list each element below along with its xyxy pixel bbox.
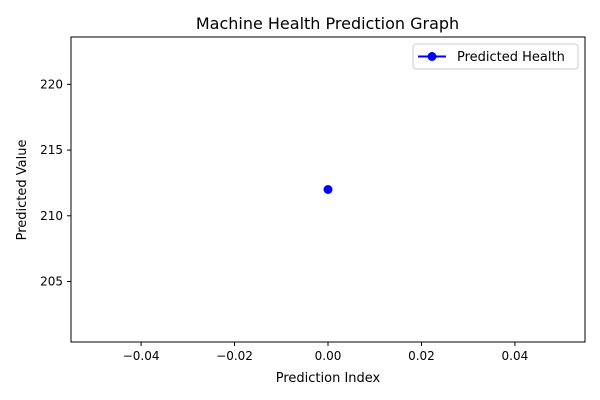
data-point [323,185,333,194]
x-tick-label: 0.04 [502,349,529,363]
x-tick-label: 0.02 [408,349,435,363]
legend-label: Predicted Health [457,50,565,65]
y-axis-ticks: 205 210 215 220 [40,77,71,289]
y-tick-label: 215 [40,143,63,157]
y-tick-label: 205 [40,275,63,289]
chart-title: Machine Health Prediction Graph [196,14,459,33]
y-tick-label: 220 [40,77,63,91]
y-axis-label: Predicted Value [15,140,30,241]
legend: Predicted Health [412,43,579,70]
x-tick-label: −0.02 [216,349,253,363]
x-tick-label: −0.04 [123,349,160,363]
legend-marker-icon [427,52,437,61]
x-axis-label: Prediction Index [276,371,381,386]
y-tick-label: 210 [40,209,63,223]
x-tick-label: 0.00 [315,349,342,363]
legend-box [412,43,579,70]
x-axis-ticks: −0.04 −0.02 0.00 0.02 0.04 [123,342,529,363]
series-layer [323,185,333,194]
